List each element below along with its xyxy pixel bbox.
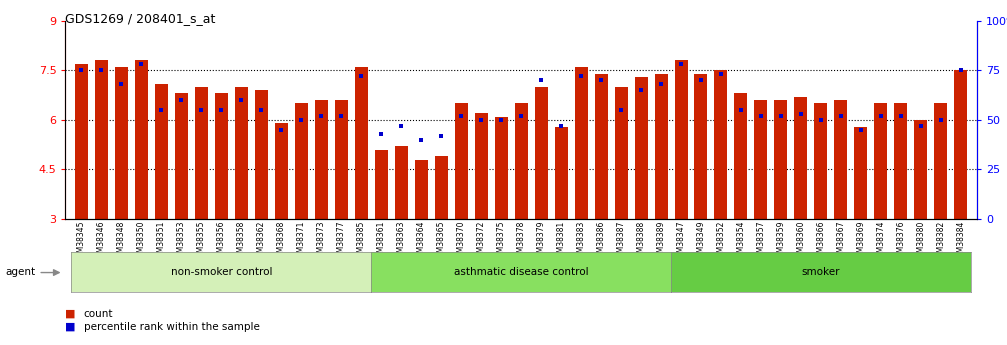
Bar (734, 93, 747, 219)
Bar (494, 117, 508, 219)
Bar (955, 70, 968, 219)
Text: percentile rank within the sample: percentile rank within the sample (84, 322, 260, 332)
Bar (914, 120, 927, 219)
Bar (235, 87, 248, 219)
Bar (874, 104, 887, 219)
Bar (675, 60, 688, 219)
Text: ■: ■ (65, 322, 76, 332)
Bar (835, 100, 847, 219)
Bar (95, 60, 108, 219)
Bar (754, 100, 767, 219)
Bar (195, 87, 207, 219)
Bar (75, 64, 88, 219)
Bar (894, 104, 907, 219)
Text: smoker: smoker (802, 267, 840, 277)
Bar (934, 104, 948, 219)
Bar (594, 73, 607, 219)
Bar (214, 93, 228, 219)
Bar (715, 70, 727, 219)
Bar (815, 104, 828, 219)
Bar (315, 100, 327, 219)
Bar (634, 77, 648, 219)
Bar (455, 104, 467, 219)
Bar (695, 73, 708, 219)
Bar (115, 67, 128, 219)
Bar (655, 73, 668, 219)
Bar (135, 60, 148, 219)
Bar (175, 93, 188, 219)
Bar (795, 97, 808, 219)
Bar (295, 104, 308, 219)
Bar (774, 100, 787, 219)
Text: asthmatic disease control: asthmatic disease control (454, 267, 588, 277)
Bar (515, 104, 528, 219)
Bar (255, 90, 268, 219)
Text: GDS1269 / 208401_s_at: GDS1269 / 208401_s_at (65, 12, 215, 25)
Text: ■: ■ (65, 309, 76, 319)
Bar (354, 67, 368, 219)
Text: count: count (84, 309, 113, 319)
Text: agent: agent (5, 267, 35, 277)
Bar (854, 127, 867, 219)
Bar (614, 87, 627, 219)
Bar (334, 100, 347, 219)
Bar (555, 127, 568, 219)
Bar (395, 146, 408, 219)
Bar (435, 156, 448, 219)
Bar (275, 123, 288, 219)
Bar (535, 87, 548, 219)
Bar (474, 113, 487, 219)
Bar (415, 160, 428, 219)
Bar (575, 67, 587, 219)
Bar (375, 150, 388, 219)
Bar (155, 83, 168, 219)
Text: non-smoker control: non-smoker control (170, 267, 272, 277)
